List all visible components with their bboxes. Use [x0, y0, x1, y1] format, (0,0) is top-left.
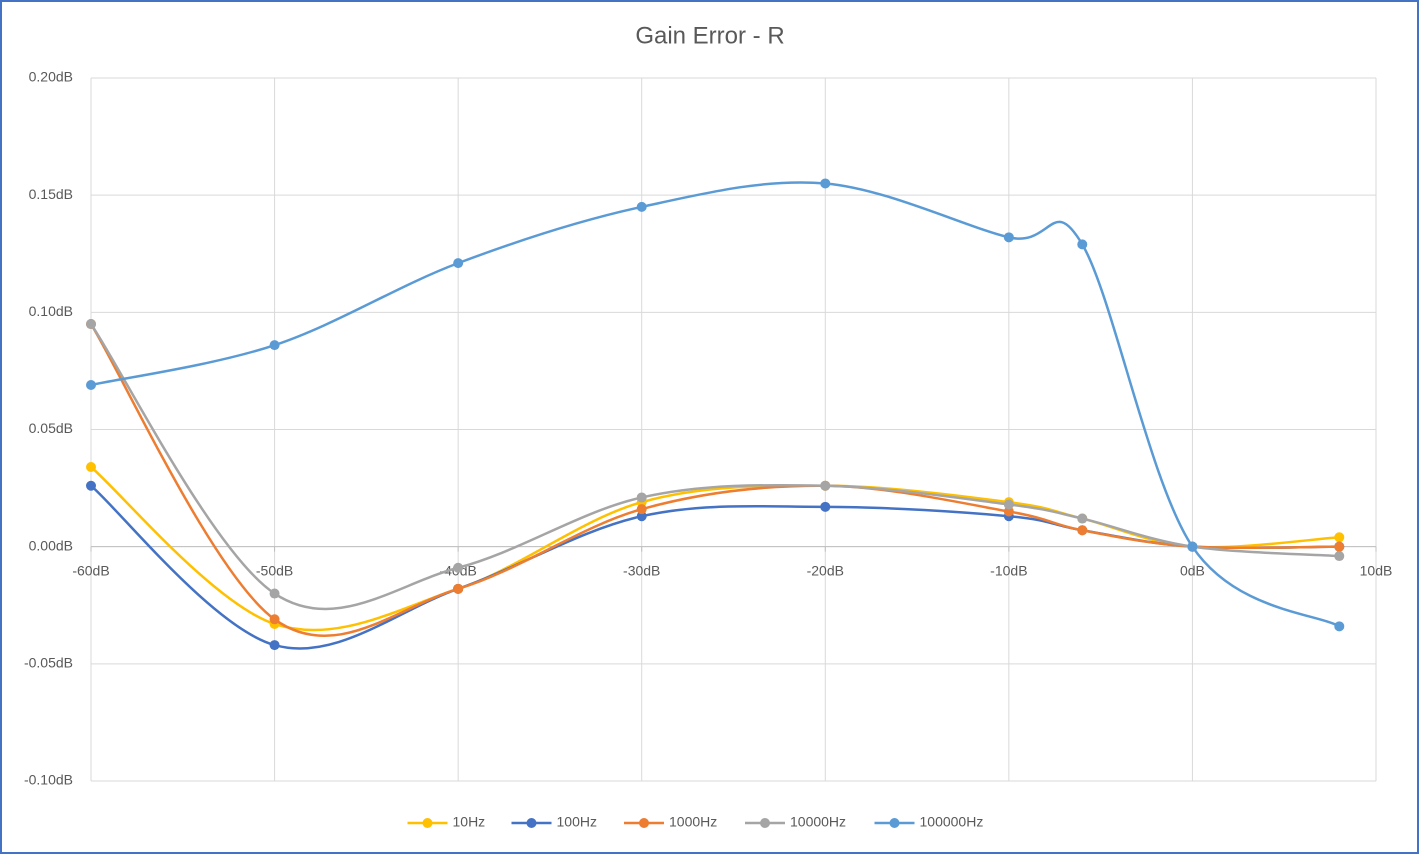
data-point	[1334, 551, 1345, 562]
x-tick-label: 0dB	[1180, 562, 1205, 578]
y-tick-label: 0.05dB	[29, 420, 73, 436]
data-point	[269, 640, 280, 651]
legend-label: 10000Hz	[790, 814, 846, 830]
data-point	[453, 258, 464, 269]
data-point	[636, 492, 647, 503]
legend-marker	[760, 818, 770, 828]
legend-label: 100Hz	[557, 814, 597, 830]
data-point	[86, 319, 96, 330]
data-point	[86, 379, 96, 390]
data-point	[269, 340, 280, 351]
data-point	[1077, 525, 1088, 536]
legend-label: 1000Hz	[669, 814, 717, 830]
data-point	[1334, 621, 1345, 632]
data-point	[1334, 541, 1345, 552]
data-point	[1003, 506, 1014, 517]
data-point	[820, 480, 831, 491]
data-point	[1187, 541, 1198, 552]
data-point	[636, 201, 647, 212]
y-tick-label: -0.10dB	[24, 772, 73, 788]
data-point	[1003, 232, 1014, 243]
chart-title: Gain Error - R	[635, 22, 784, 49]
data-point	[269, 588, 280, 599]
y-tick-label: -0.05dB	[24, 655, 73, 671]
data-point	[636, 504, 647, 515]
x-tick-label: -20dB	[807, 562, 844, 578]
x-tick-label: -50dB	[256, 562, 293, 578]
legend-marker	[889, 818, 900, 828]
legend-label: 100000Hz	[920, 814, 984, 830]
x-tick-label: -10dB	[990, 562, 1027, 578]
data-point	[453, 583, 464, 594]
legend: 10Hz 100Hz 1000Hz 10000Hz 100000Hz	[407, 814, 984, 830]
data-point	[1334, 532, 1345, 543]
y-tick-label: 0.15dB	[29, 186, 73, 202]
data-point	[86, 461, 96, 472]
data-point	[820, 501, 831, 512]
y-tick-label: 0.00dB	[29, 537, 73, 553]
x-tick-label: -60dB	[72, 562, 109, 578]
data-point	[636, 511, 647, 522]
x-tick-label: -30dB	[623, 562, 660, 578]
y-tick-label: 0.20dB	[29, 69, 73, 85]
legend-label: 10Hz	[453, 814, 486, 830]
data-point	[1077, 513, 1088, 524]
data-point	[1077, 239, 1088, 250]
data-point	[453, 562, 464, 573]
data-point	[269, 614, 280, 625]
series-line	[90, 181, 1340, 628]
data-point	[86, 480, 96, 491]
x-tick-label: 10dB	[1360, 562, 1393, 578]
y-tick-label: 0.10dB	[29, 303, 73, 319]
legend-marker	[422, 818, 433, 828]
data-point	[1003, 499, 1014, 510]
legend-marker	[639, 818, 649, 828]
legend-marker	[526, 818, 537, 828]
data-point	[820, 178, 831, 189]
